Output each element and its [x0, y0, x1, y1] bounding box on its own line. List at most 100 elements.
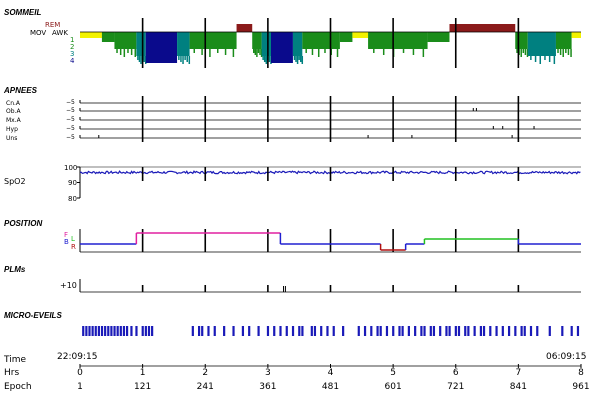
sleep-stage-spike [296, 56, 299, 64]
sleep-stage-spike [336, 49, 339, 57]
arousal-event [548, 326, 551, 336]
spo2-trace [77, 166, 581, 199]
sleep-stage-spike [253, 49, 255, 53]
sleep-section-title: SOMMEIL [4, 8, 41, 17]
sleep-segment-rem [236, 24, 253, 32]
sleep-stage-spike [144, 56, 147, 64]
plm-trace [79, 279, 581, 293]
arousal-event [141, 326, 144, 336]
hour-tick-label: 5 [390, 368, 396, 378]
sleep-stage-spike [224, 49, 227, 55]
arousal-event [301, 326, 304, 336]
arousal-section-title: MICRO-EVEILS [4, 311, 62, 320]
arousal-event [91, 326, 94, 336]
arousal-event [147, 326, 151, 336]
arousal-event [379, 326, 382, 336]
arousal-event [520, 326, 523, 336]
arousal-event [457, 326, 461, 336]
arousal-event [423, 326, 426, 336]
sleep-stage-spike [259, 49, 261, 55]
arousal-event [125, 326, 129, 336]
arousal-event [420, 326, 423, 336]
sleep-stage-spike [557, 49, 559, 53]
sleep-stage-spike [539, 56, 542, 64]
arousal-event [130, 326, 133, 336]
sleep-stage-spike [137, 56, 139, 60]
apnea-row-marker: −5 [66, 99, 75, 106]
arousal-event [357, 326, 360, 336]
sleep-stage-spike [119, 49, 122, 55]
arousal-event [495, 326, 498, 336]
sleep-stage-spike [180, 56, 182, 62]
sleep-stage-spike [123, 49, 126, 57]
sleep-stage-spike [311, 49, 314, 55]
arousal-event [213, 326, 216, 336]
sleep-segment-1 [427, 32, 450, 42]
arousal-event [320, 326, 323, 336]
arousal-event [119, 326, 122, 336]
apnea-row-marker: −5 [66, 125, 75, 132]
arousal-event [82, 326, 85, 336]
end-time: 06:09:15 [546, 352, 586, 362]
arousal-event [401, 326, 404, 336]
sleep-stage-spike [270, 56, 272, 64]
sleep-stage-spike [209, 49, 211, 57]
apnea-row-label: Uns [6, 135, 17, 142]
arousal-event [414, 326, 417, 336]
stage-label-1: 1 [70, 36, 74, 44]
arousal-event [376, 326, 379, 336]
spo2-label: SpO2 [4, 177, 26, 186]
hour-tick-label: 3 [265, 368, 271, 378]
arousal-event [298, 326, 301, 336]
apnea-rows: Cn.A −5 Ob.A −5 Mx.A −5 Hyp −5 Uns −5 [6, 96, 581, 142]
stage-label-rem: REM [45, 21, 60, 29]
position-label-b: B [64, 238, 69, 246]
sleep-stage-spike [565, 49, 567, 53]
sleep-stage-spike [193, 49, 196, 53]
sleep-segment-1 [101, 32, 115, 42]
sleep-stage-spike [422, 49, 425, 57]
epoch-tick-label: 241 [197, 382, 214, 392]
sleep-segment-3 [292, 32, 303, 56]
sleep-stage-spike [526, 49, 529, 57]
epoch-tick-label: 1 [77, 382, 83, 392]
sleep-stage-spike [530, 56, 532, 60]
arousal-event [104, 326, 107, 336]
sleep-stage-spike [299, 56, 302, 62]
sleep-stage-spike [305, 49, 307, 53]
sleep-segment-1 [339, 32, 353, 42]
sleep-stage-spike [134, 49, 137, 57]
arousal-event [392, 326, 395, 336]
hour-tick-label: 4 [328, 368, 334, 378]
arousal-event [326, 326, 329, 336]
sleep-stage-spike [265, 56, 268, 64]
sleep-stage-spike [186, 56, 188, 62]
arousal-event [285, 326, 288, 336]
arousal-event [248, 326, 251, 336]
sleep-segment-4 [271, 32, 293, 63]
sleep-stage-spike [188, 56, 191, 64]
arousal-event [429, 326, 432, 336]
sleep-stage-spike [548, 56, 551, 62]
arousal-event [116, 326, 119, 336]
sleep-stage-spike [256, 49, 258, 57]
apnea-row-marker: −5 [66, 107, 75, 114]
sleep-stage-spike [116, 49, 118, 53]
arousal-event [473, 326, 476, 336]
sleep-stage-spike [127, 49, 129, 53]
plm-section-title: PLMs [4, 265, 26, 274]
sleep-stage-spike [295, 56, 297, 62]
position-trace [79, 229, 581, 253]
sleep-stage-spike [298, 56, 300, 60]
arousal-trace [82, 326, 580, 336]
arousal-event [501, 326, 504, 336]
sleep-stage-spike [382, 49, 385, 55]
sleep-stage-spike [232, 49, 235, 57]
sleep-stage-spike [182, 56, 184, 64]
arousal-event [313, 326, 317, 336]
sleep-stage-spike [412, 49, 415, 55]
epoch-tick-label: 361 [259, 382, 276, 392]
stage-label-3: 3 [70, 50, 74, 58]
sleep-segment-3 [177, 32, 190, 56]
arousal-event [197, 326, 201, 336]
